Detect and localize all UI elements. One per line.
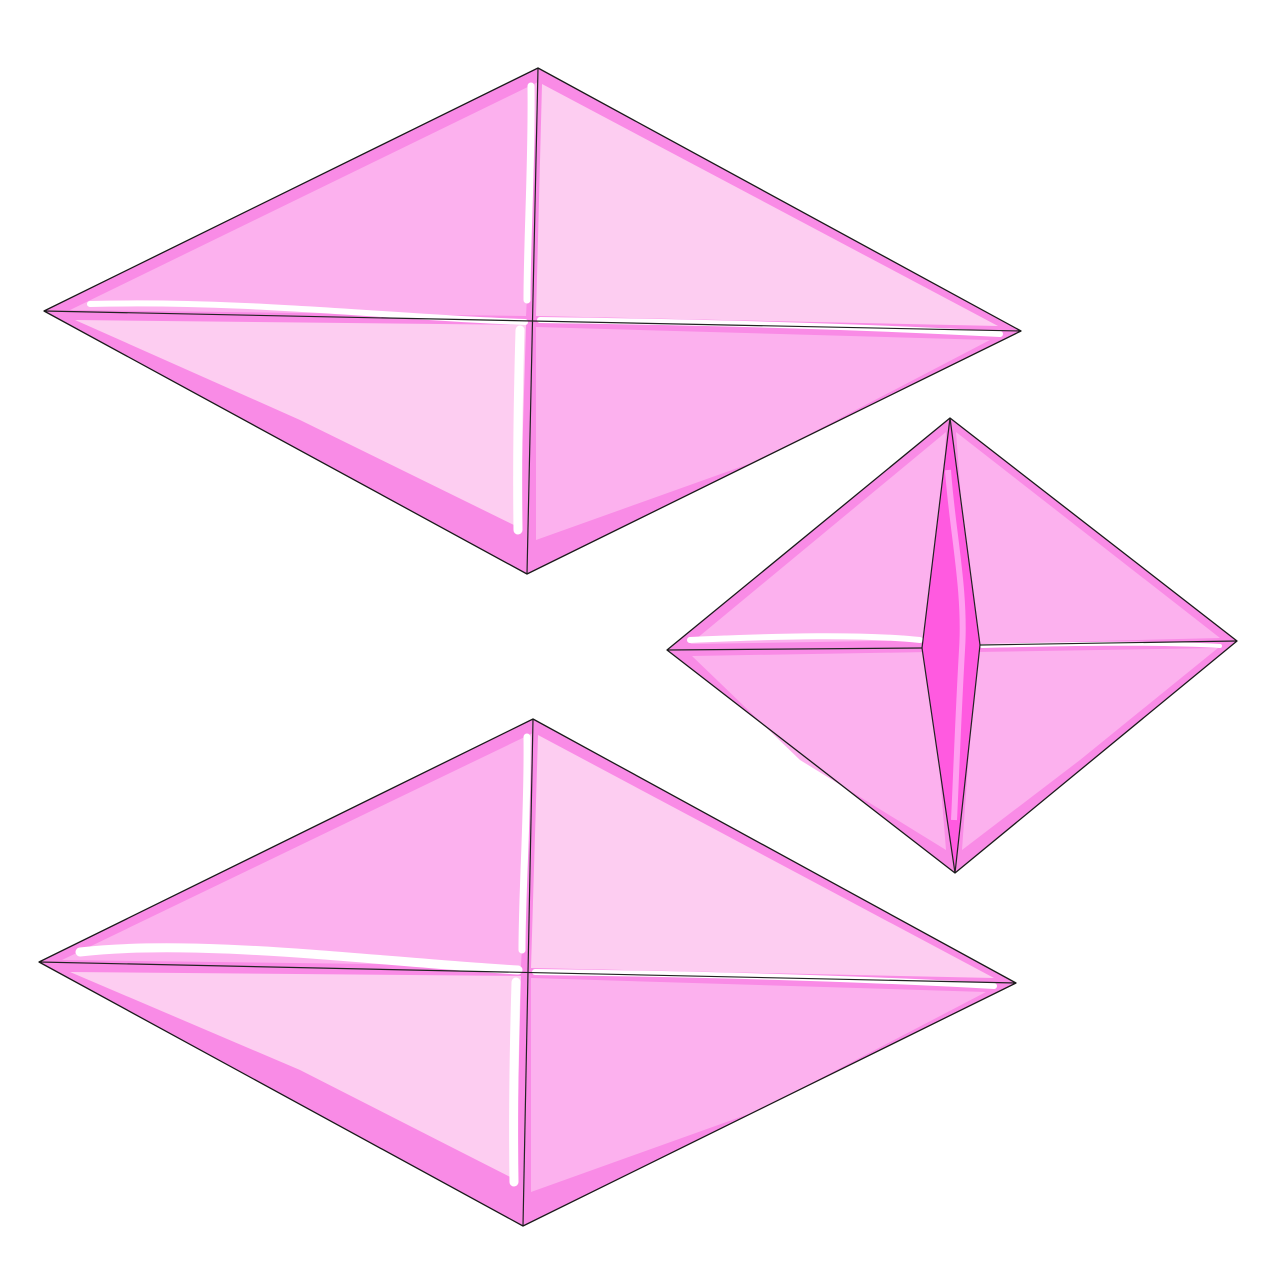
gem-outline — [43, 67, 1022, 575]
crease-line — [979, 640, 1238, 646]
gem-outline — [38, 718, 1017, 1227]
facet-upper-left — [62, 733, 533, 966]
highlight-seam — [523, 82, 535, 304]
ridge-highlight — [945, 469, 966, 821]
highlight-seam — [513, 325, 525, 535]
pink-gem-bottom-left — [38, 718, 1017, 1227]
crease-line — [949, 417, 981, 646]
facet-upper-right — [956, 432, 1220, 644]
facet-upper-left — [690, 432, 946, 644]
pink-gem-right — [666, 417, 1238, 874]
crease-line — [921, 417, 951, 649]
facet-lower-left — [692, 652, 946, 850]
highlight-seam — [518, 733, 531, 954]
facet-upper-right — [536, 84, 998, 326]
crease-line — [666, 647, 923, 651]
highlight-seam — [980, 641, 1222, 648]
crease-line — [921, 647, 956, 874]
crease-line — [43, 310, 1022, 332]
crease-line — [38, 961, 1017, 984]
pink-gem-top-left — [43, 67, 1022, 575]
facet-lower-left — [70, 972, 521, 1180]
highlight-seam — [509, 977, 521, 1187]
highlight-seam — [75, 943, 523, 975]
facet-lower-left — [75, 320, 526, 528]
facet-upper-left — [70, 82, 538, 316]
facet-lower-right — [536, 327, 990, 540]
highlight-seam — [532, 969, 997, 989]
facet-lower-right — [962, 648, 1218, 850]
crease-line — [954, 644, 981, 874]
gem-outline — [666, 417, 1238, 874]
facet-lower-right — [531, 978, 986, 1192]
highlight-seam — [537, 317, 1003, 337]
highlight-seam — [687, 633, 923, 643]
facet-upper-right — [531, 735, 994, 978]
